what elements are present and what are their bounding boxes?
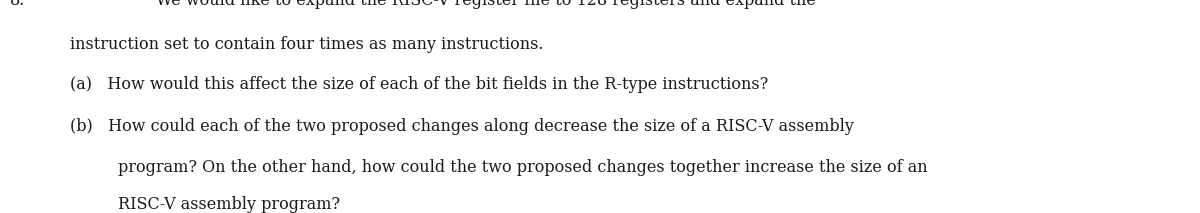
Text: instruction set to contain four times as many instructions.: instruction set to contain four times as…: [70, 36, 544, 53]
Text: 8.: 8.: [10, 0, 25, 9]
Text: RISC-V assembly program?: RISC-V assembly program?: [118, 196, 340, 213]
Text: We would like to expand the RISC-V register file to 128 registers and expand the: We would like to expand the RISC-V regis…: [156, 0, 816, 9]
Text: (b)   How could each of the two proposed changes along decrease the size of a RI: (b) How could each of the two proposed c…: [70, 118, 853, 135]
Text: (a)   How would this affect the size of each of the bit fields in the R-type ins: (a) How would this affect the size of ea…: [70, 76, 768, 93]
Text: program? On the other hand, how could the two proposed changes together increase: program? On the other hand, how could th…: [118, 159, 928, 176]
